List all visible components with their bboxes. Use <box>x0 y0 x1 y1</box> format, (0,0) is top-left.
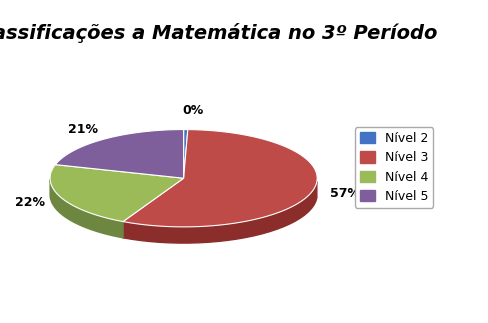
Text: 0%: 0% <box>182 104 203 117</box>
Text: 21%: 21% <box>68 123 99 136</box>
Legend: Nível 2, Nível 3, Nível 4, Nível 5: Nível 2, Nível 3, Nível 4, Nível 5 <box>355 127 433 208</box>
Text: Classificações a Matemática no 3º Período: Classificações a Matemática no 3º Períod… <box>0 23 438 43</box>
Polygon shape <box>123 130 317 227</box>
Text: 22%: 22% <box>16 196 45 209</box>
Polygon shape <box>183 130 188 178</box>
Polygon shape <box>50 165 183 222</box>
Polygon shape <box>55 130 183 178</box>
Polygon shape <box>50 180 123 238</box>
Polygon shape <box>123 182 317 243</box>
Text: 57%: 57% <box>330 187 360 200</box>
